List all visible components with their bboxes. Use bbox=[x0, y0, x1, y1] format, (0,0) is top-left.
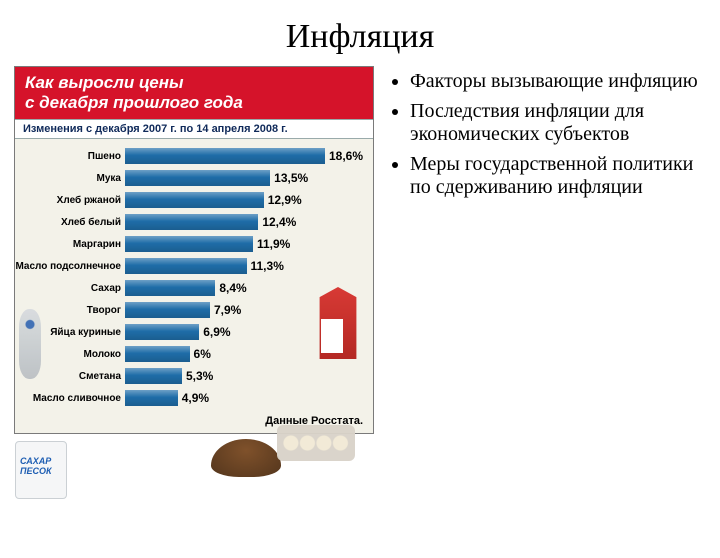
slide-content: Как выросли цены с декабря прошлого года… bbox=[0, 66, 720, 434]
bar-label: Яйца куриные bbox=[15, 327, 125, 338]
slide-title: Инфляция bbox=[0, 18, 720, 56]
bar-value: 12,9% bbox=[268, 193, 302, 207]
bar-value: 11,3% bbox=[251, 259, 284, 273]
bar-label: Пшено bbox=[15, 151, 125, 162]
bar-label: Масло сливочное bbox=[15, 393, 125, 404]
bread-icon bbox=[211, 439, 281, 477]
bar-label: Творог bbox=[15, 305, 125, 316]
bar-fill: 12,9% bbox=[125, 192, 264, 208]
bullet-list: Факторы вызывающие инфляцию Последствия и… bbox=[388, 66, 706, 434]
bar-value: 7,9% bbox=[214, 303, 241, 317]
bar-row: Масло сливочное4,9% bbox=[15, 387, 373, 409]
bar-value: 4,9% bbox=[182, 391, 209, 405]
bar-label: Молоко bbox=[15, 349, 125, 360]
bar-label: Маргарин bbox=[15, 239, 125, 250]
bar-fill: 18,6% bbox=[125, 148, 325, 164]
bar-label: Сметана bbox=[15, 371, 125, 382]
bar-fill: 6,9% bbox=[125, 324, 199, 340]
oil-bottle-icon bbox=[19, 309, 41, 379]
bar-value: 5,3% bbox=[186, 369, 213, 383]
bar-row: Молоко6% bbox=[15, 343, 373, 365]
bullet-item: Меры государственной политики по сдержив… bbox=[410, 153, 706, 200]
bar-fill: 12,4% bbox=[125, 214, 258, 230]
chart-header-line2: с декабря прошлого года bbox=[25, 93, 363, 113]
eggs-icon bbox=[277, 425, 355, 461]
bar-fill: 7,9% bbox=[125, 302, 210, 318]
bar-value: 6,9% bbox=[203, 325, 230, 339]
bar-row: Хлеб белый12,4% bbox=[15, 211, 373, 233]
bar-label: Сахар bbox=[15, 283, 125, 294]
bar-label: Хлеб ржаной bbox=[15, 195, 125, 206]
bar-value: 11,9% bbox=[257, 237, 290, 251]
bar-fill: 8,4% bbox=[125, 280, 215, 296]
bar-fill: 5,3% bbox=[125, 368, 182, 384]
bar-value: 8,4% bbox=[219, 281, 246, 295]
bar-fill: 11,3% bbox=[125, 258, 247, 274]
bar-fill: 4,9% bbox=[125, 390, 178, 406]
bar-fill: 11,9% bbox=[125, 236, 253, 252]
chart-header-line1: Как выросли цены bbox=[25, 73, 363, 93]
bar-row: Творог7,9% bbox=[15, 299, 373, 321]
bar-row: Маргарин11,9% bbox=[15, 233, 373, 255]
bar-row: Мука13,5% bbox=[15, 167, 373, 189]
chart-subtitle: Изменения с декабря 2007 г. по 14 апреля… bbox=[15, 119, 373, 139]
chart-bars: Пшено18,6%Мука13,5%Хлеб ржаной12,9%Хлеб … bbox=[15, 139, 373, 413]
bar-fill: 13,5% bbox=[125, 170, 270, 186]
inflation-chart: Как выросли цены с декабря прошлого года… bbox=[14, 66, 374, 434]
bar-row: Пшено18,6% bbox=[15, 145, 373, 167]
bar-label: Хлеб белый bbox=[15, 217, 125, 228]
bar-label: Масло подсолнечное bbox=[15, 261, 125, 272]
bar-row: Сметана5,3% bbox=[15, 365, 373, 387]
bullet-item: Последствия инфляции для экономических с… bbox=[410, 100, 706, 147]
bar-value: 6% bbox=[194, 347, 211, 361]
bar-value: 13,5% bbox=[274, 171, 308, 185]
bar-row: Масло подсолнечное11,3% bbox=[15, 255, 373, 277]
bar-row: Яйца куриные6,9% bbox=[15, 321, 373, 343]
bar-value: 18,6% bbox=[329, 149, 363, 163]
bar-fill: 6% bbox=[125, 346, 190, 362]
bar-row: Хлеб ржаной12,9% bbox=[15, 189, 373, 211]
bar-label: Мука bbox=[15, 173, 125, 184]
bar-row: Сахар8,4% bbox=[15, 277, 373, 299]
chart-header: Как выросли цены с декабря прошлого года bbox=[15, 67, 373, 119]
sugar-bag-icon bbox=[15, 441, 67, 499]
bullet-item: Факторы вызывающие инфляцию bbox=[410, 70, 706, 94]
bar-value: 12,4% bbox=[262, 215, 296, 229]
milk-carton-icon bbox=[315, 287, 361, 359]
